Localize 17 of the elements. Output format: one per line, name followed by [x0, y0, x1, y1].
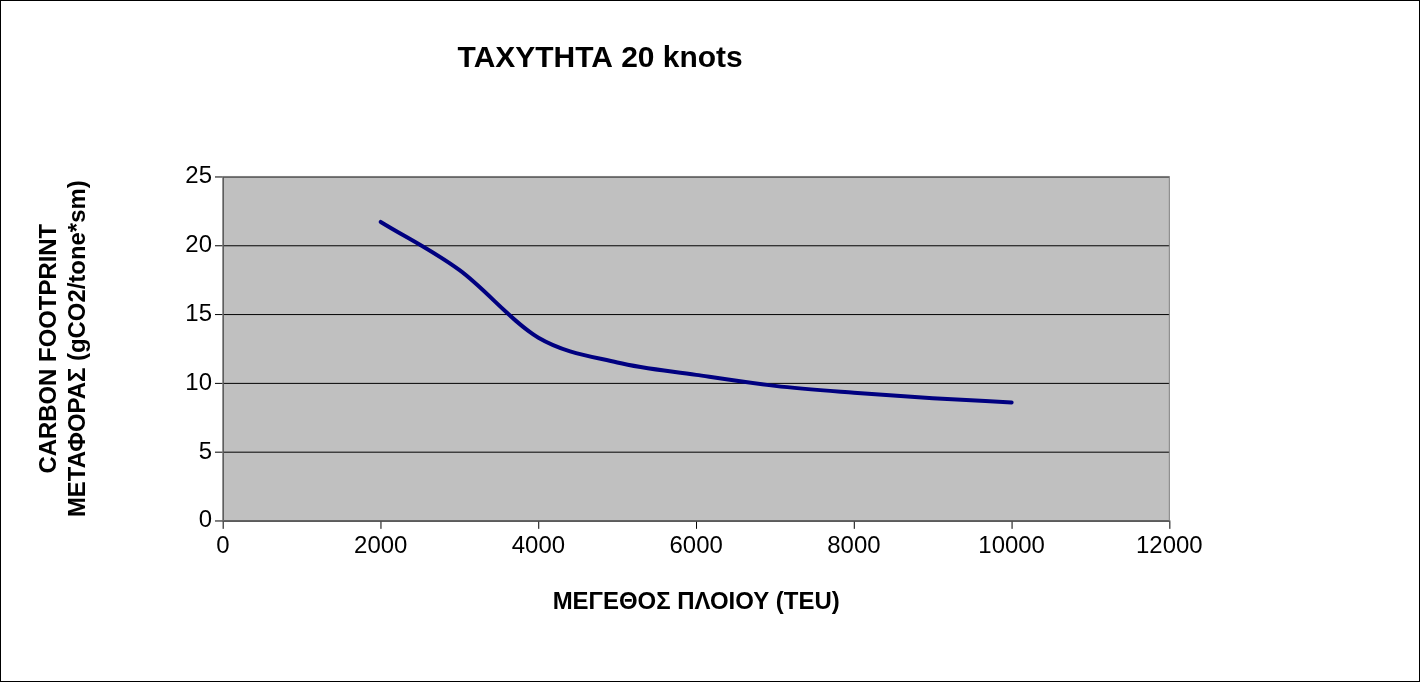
x-tick-label: 2000: [354, 530, 408, 558]
y-tick-label: 15: [185, 298, 212, 326]
x-tick-label: 10000: [978, 530, 1045, 558]
x-tick-label: 8000: [827, 530, 881, 558]
y-tick-label: 20: [185, 229, 212, 257]
x-tick-label: 4000: [511, 530, 566, 558]
y-tick-label: 5: [198, 436, 212, 464]
x-tick-label: 12000: [1136, 530, 1203, 558]
y-tick-label: 0: [198, 505, 212, 533]
line-series: [378, 219, 1014, 405]
x-tick-label: 6000: [669, 530, 723, 558]
y-tick-label: 10: [185, 367, 212, 395]
y-tick-label: 25: [185, 161, 212, 189]
y-axis-title: CARBON FOOTPRINT ΜΕΤΑΦΟΡΑΣ (gCO2/tone*sm): [33, 180, 90, 518]
x-axis-title: ΜΕΓΕΘΟΣ ΠΛΟΙΟΥ (TEU): [552, 587, 840, 615]
chart-title: ΤΑΧΥΤΗΤΑ 20 knots: [457, 40, 743, 74]
x-tick-label: 0: [216, 530, 230, 558]
